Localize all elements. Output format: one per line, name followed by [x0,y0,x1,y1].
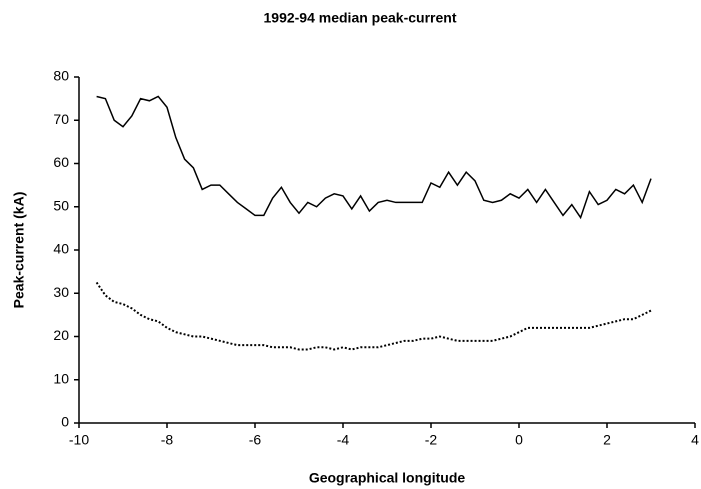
data-line [96,95,652,220]
y-tick-label: 60 [53,154,69,170]
x-tick-label: -10 [69,432,89,448]
x-tick-label: 4 [691,432,699,448]
x-tick-label: 0 [515,432,523,448]
x-tick-label: -8 [161,432,174,448]
data-line [95,281,652,351]
y-tick-label: 50 [53,197,69,213]
y-axis-label: Peak-current (kA) [11,192,27,309]
y-tick-label: 80 [53,68,69,84]
y-tick-label: 30 [53,284,69,300]
chart-title: 1992-94 median peak-current [264,10,457,26]
y-tick-label: 40 [53,241,69,257]
x-tick-label: 2 [603,432,611,448]
x-axis-label: Geographical longitude [309,470,466,486]
x-tick-label: -4 [337,432,350,448]
y-tick-label: 10 [53,370,69,386]
x-tick-label: -2 [425,432,438,448]
x-tick-label: -6 [249,432,262,448]
y-tick-label: 20 [53,327,69,343]
y-tick-label: 70 [53,111,69,127]
y-tick-label: 0 [61,414,69,430]
